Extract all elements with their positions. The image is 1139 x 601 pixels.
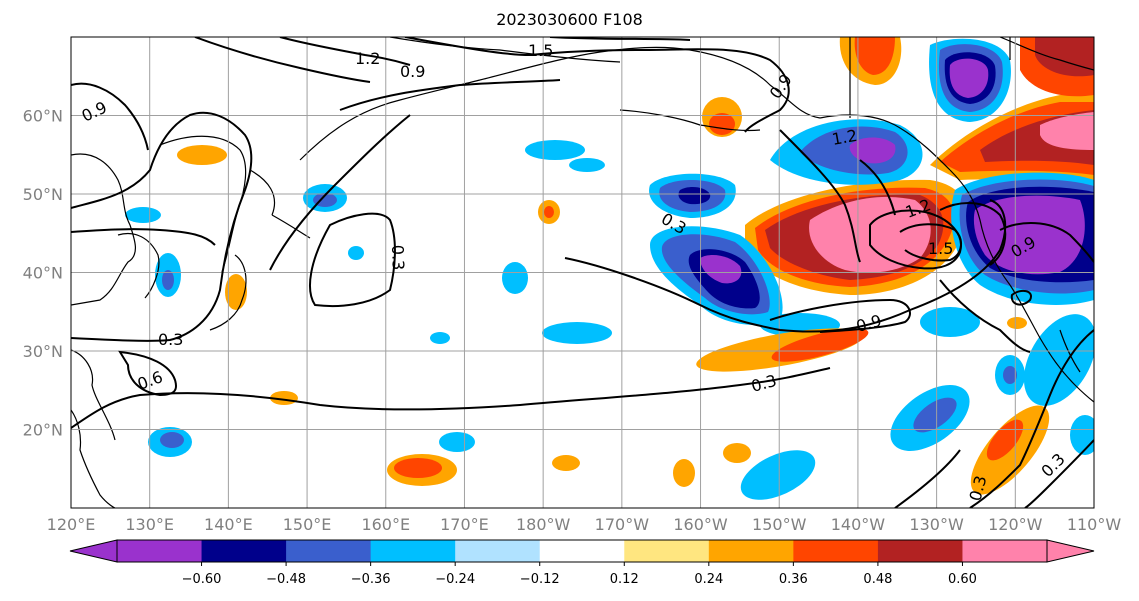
negative-anomaly-small-a (125, 207, 161, 223)
longitude-tick-label: 130°E (125, 515, 174, 534)
negative-anomaly-small-h (542, 322, 612, 344)
colorbar-segment (201, 540, 287, 562)
colorbar-tick-labels: −0.60 −0.48 −0.36 −0.24 −0.12 0.12 0.24 0.36 0.4… (182, 562, 977, 587)
colorbar-tick-label: 0.24 (694, 572, 723, 587)
positive-anomaly-south-e (723, 443, 751, 463)
colorbar-segment (793, 540, 879, 562)
colorbar-tick-label: −0.36 (351, 572, 391, 587)
contour-label: 1.2 (830, 126, 858, 149)
longitude-tick-label: 150°E (283, 515, 332, 534)
negative-anomaly-gulf-alaska-core2 (849, 137, 896, 164)
colorbar-outline (116, 539, 1048, 563)
positive-anomaly-subtropic-band-core (771, 328, 869, 362)
latitude-tick-label: 60°N (23, 107, 63, 126)
negative-anomaly-small-g (502, 262, 528, 294)
longitude-tick-label: 170°E (440, 515, 489, 534)
negative-anomaly-subtropic-b (740, 450, 816, 500)
colorbar-extend-min (69, 539, 118, 563)
colorbar-segment (370, 540, 456, 562)
longitude-tick-label: 150°W (752, 515, 807, 534)
longitude-tick-label: 140°W (831, 515, 886, 534)
positive-anomaly-south-g (1007, 317, 1027, 329)
colorbar-tick-label: −0.60 (182, 572, 222, 587)
colorbar-segment (708, 540, 794, 562)
negative-anomaly-subtropic-a-core (913, 397, 957, 433)
negative-anomaly-aleutian-core2 (678, 186, 711, 205)
map-panel: 1.2 1.5 0.9 0.9 0.9 1.2 1.2 1.5 0.9 0.9 … (71, 37, 1094, 508)
longitude-tick-label: 160°W (673, 515, 728, 534)
longitude-tick-label: 130°W (909, 515, 964, 534)
colorbar-segment (286, 540, 372, 562)
contour-label: 0.3 (388, 244, 408, 270)
longitude-tick-label: 170°W (595, 515, 650, 534)
negative-anomaly-small-i (430, 332, 450, 344)
latitude-tick-label: 20°N (23, 421, 63, 440)
positive-anomaly-nw-america-core3 (1040, 112, 1094, 150)
anomaly-shading (125, 37, 1094, 500)
longitude-tick-label: 120°W (988, 515, 1043, 534)
positive-anomaly-south-b-core (394, 458, 442, 478)
height-contours (71, 37, 1094, 508)
negative-anomaly-central-pacific-core3 (700, 254, 742, 284)
map-title: 2023030600 F108 (496, 10, 643, 29)
negative-anomaly-small-j-core (160, 432, 184, 448)
gridlines (71, 37, 1094, 508)
colorbar-tick-label: 0.12 (610, 572, 639, 587)
positive-anomaly-south-c (552, 455, 580, 471)
contour-label: 1.5 (528, 41, 553, 60)
negative-anomaly-small-k (439, 432, 475, 452)
negative-anomaly-subtropic-c-core (1003, 366, 1017, 384)
positive-anomaly-midpacific-core (544, 206, 554, 218)
colorbar-segment (117, 540, 203, 562)
positive-anomaly-bering-core (709, 113, 735, 135)
contour-label: 1.5 (928, 239, 953, 258)
colorbar-segment (624, 540, 710, 562)
positive-anomaly-south-d (673, 459, 695, 487)
contour-label: 1.2 (355, 49, 380, 68)
colorbar-tick-label: 0.48 (863, 572, 892, 587)
contour-label: 0.9 (400, 62, 425, 81)
colorbar-segment (962, 540, 1048, 562)
colorbar-segment (877, 540, 963, 562)
colorbar-tick-label: −0.12 (520, 572, 560, 587)
colorbar-tick-label: −0.24 (435, 572, 475, 587)
negative-anomaly-small-e (525, 140, 585, 160)
negative-anomaly-small-d (348, 246, 364, 260)
positive-anomaly-yukon-core (854, 37, 895, 75)
negative-anomaly-alaska-north-core3 (949, 58, 989, 98)
latitude-tick-label: 50°N (23, 185, 63, 204)
longitude-tick-labels: 120°E 130°E 140°E 150°E 160°E 170°E 180°W 170°W… (47, 515, 1122, 534)
negative-anomaly-small-b-core (162, 270, 174, 290)
colorbar-tick-label: 0.60 (948, 572, 977, 587)
colorbar-segment (455, 540, 541, 562)
latitude-tick-label: 40°N (23, 264, 63, 283)
colorbar-extend-max (1046, 539, 1095, 563)
colorbar-segment (539, 540, 625, 562)
negative-anomaly-west-us-core3 (973, 195, 1085, 275)
coastlines (71, 37, 1094, 508)
longitude-tick-label: 140°E (204, 515, 253, 534)
contour-label: 0.3 (158, 330, 183, 349)
positive-anomaly-okhotsk (177, 145, 227, 165)
negative-anomaly-small-f (569, 158, 605, 172)
negative-anomaly-subtropic-d (1023, 314, 1094, 406)
latitude-tick-label: 30°N (23, 342, 63, 361)
negative-anomaly-subtropic-f (920, 307, 980, 337)
longitude-tick-label: 110°W (1067, 515, 1122, 534)
longitude-tick-label: 120°E (47, 515, 96, 534)
latitude-tick-labels: 60°N 50°N 40°N 30°N 20°N (23, 107, 63, 440)
colorbar-tick-label: 0.36 (779, 572, 808, 587)
longitude-tick-label: 180°W (516, 515, 571, 534)
colorbar-tick-label: −0.48 (266, 572, 306, 587)
negative-anomaly-small-c-core (313, 193, 337, 207)
colorbar (69, 539, 1095, 563)
longitude-tick-label: 160°E (361, 515, 410, 534)
map-frame (70, 36, 1095, 509)
